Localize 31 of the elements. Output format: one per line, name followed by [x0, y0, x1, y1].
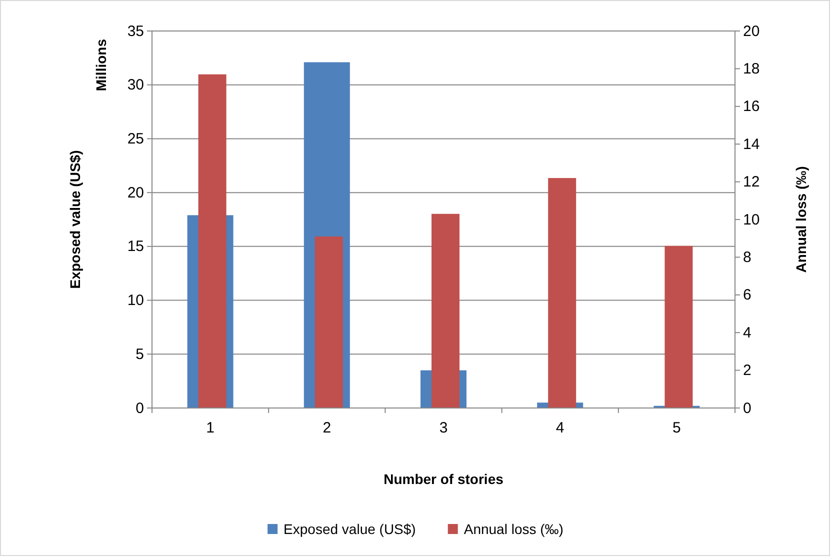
x-tick-label: 5 — [672, 420, 681, 437]
y2-tick-label: 0 — [743, 400, 752, 417]
x-tick-label: 4 — [556, 420, 564, 437]
x-tick-label: 1 — [206, 420, 214, 437]
y-tick-label: 5 — [136, 346, 144, 363]
y2-tick-label: 20 — [743, 22, 760, 40]
y2-tick-label: 4 — [743, 324, 752, 342]
x-tick-label: 2 — [322, 420, 332, 437]
y-tick-label: 25 — [127, 130, 144, 148]
y-tick-label: 30 — [127, 76, 144, 94]
y2-tick-label: 10 — [743, 211, 760, 228]
y-tick-label: 10 — [127, 292, 144, 310]
y-tick-label: 15 — [127, 238, 144, 256]
y-tick-label: 0 — [136, 400, 144, 417]
legend-label: Annual loss (‰) — [464, 521, 564, 537]
y-tick-label: 35 — [127, 22, 144, 40]
y-axis-title: Exposed value (US$) — [67, 150, 83, 289]
legend-label: Exposed value (US$) — [284, 521, 416, 537]
y2-tick-label: 18 — [743, 60, 760, 78]
text: Millions — [93, 38, 109, 92]
y2-tick-label: 16 — [743, 98, 760, 116]
x-axis-title: Number of stories — [384, 471, 504, 487]
y2-tick-label: 8 — [743, 249, 752, 266]
y2-tick-label: 12 — [743, 174, 760, 191]
y-tick-label: 20 — [127, 184, 144, 202]
y2-tick-label: 14 — [743, 136, 760, 153]
x-tick-label: 3 — [439, 420, 448, 437]
y2-tick-label: 6 — [743, 286, 752, 304]
y2-tick-label: 2 — [743, 362, 752, 380]
bar — [314, 236, 343, 408]
y2-axis-title: Annual loss (‰) — [793, 166, 809, 273]
